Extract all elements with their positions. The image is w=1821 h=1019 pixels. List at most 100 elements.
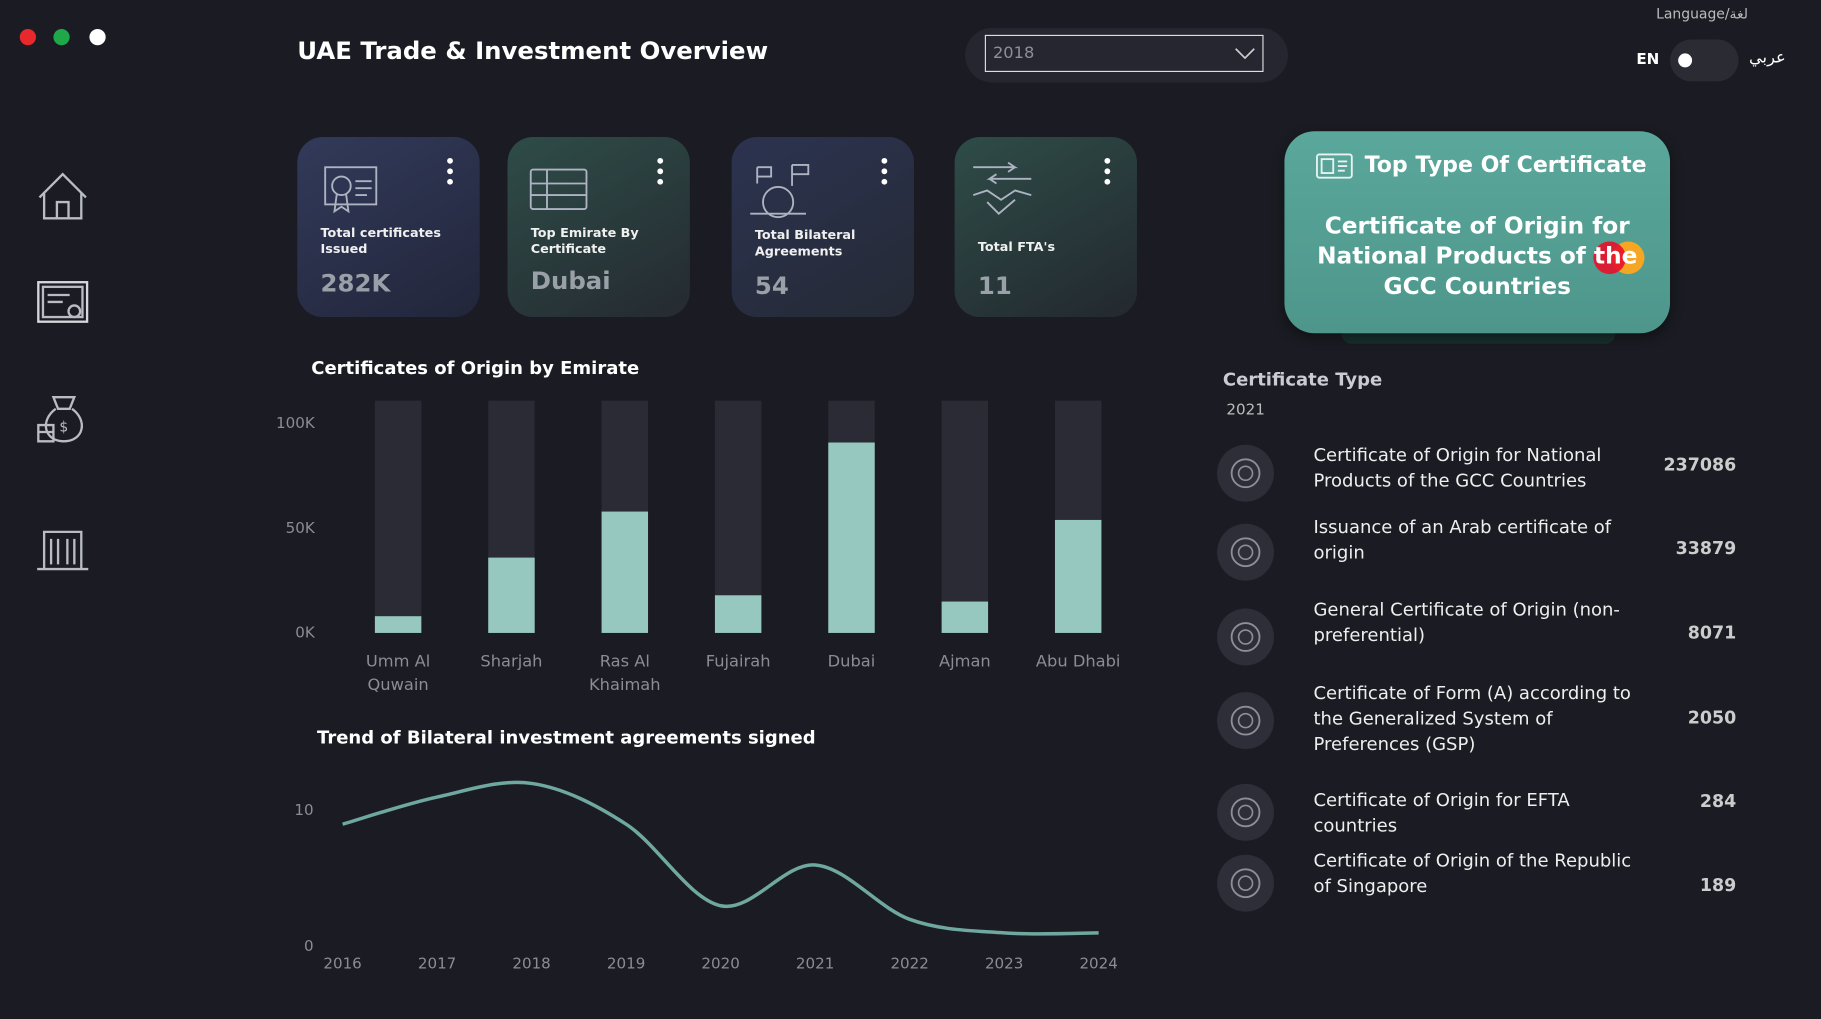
x-tick-label: 2019 bbox=[607, 954, 645, 972]
bar bbox=[828, 442, 875, 633]
max-dot[interactable] bbox=[53, 29, 70, 46]
page-title: UAE Trade & Investment Overview bbox=[297, 37, 769, 66]
x-tick-label: Dubai bbox=[827, 652, 876, 672]
kpi-card[interactable]: Total certificates Issued 282K bbox=[297, 137, 480, 318]
cert-glyph bbox=[1230, 797, 1261, 828]
y-tick-label: 100K bbox=[276, 414, 316, 432]
cert-value: 2050 bbox=[1687, 707, 1737, 729]
bar bbox=[941, 601, 989, 633]
x-tick-label: Umm Al Quwain bbox=[365, 652, 431, 695]
cert-glyph bbox=[1230, 868, 1261, 899]
cert-icon bbox=[1217, 608, 1275, 666]
certificate-icon[interactable] bbox=[37, 281, 89, 323]
cert-icon bbox=[1217, 523, 1275, 581]
year-filter: 2018 bbox=[965, 27, 1288, 83]
kpi-menu[interactable] bbox=[447, 157, 454, 189]
list-title: Certificate Type bbox=[1222, 369, 1383, 391]
y-tick-label: 0 bbox=[304, 937, 314, 955]
kpi-icon bbox=[324, 166, 378, 214]
kpi-label: Total certificates Issued bbox=[320, 225, 441, 257]
cert-icon bbox=[1217, 783, 1275, 841]
cert-icon bbox=[1217, 692, 1275, 750]
x-tick-label: 2022 bbox=[890, 954, 928, 972]
kpi-value: 54 bbox=[754, 271, 789, 300]
year-select[interactable]: 2018 bbox=[984, 34, 1264, 73]
sidebar: $ bbox=[37, 172, 89, 571]
building-icon[interactable] bbox=[37, 530, 89, 571]
highlight-blob bbox=[1593, 241, 1645, 275]
cert-glyph bbox=[1230, 705, 1261, 736]
kpi-label: Total FTA's bbox=[977, 239, 1056, 255]
y-tick-label: 10 bbox=[294, 801, 313, 819]
cert-name: Certificate of Origin for National Produ… bbox=[1313, 444, 1602, 492]
x-tick-label: 2017 bbox=[418, 954, 456, 972]
kpi-icon bbox=[529, 168, 588, 210]
lang-en[interactable]: EN bbox=[1636, 51, 1660, 69]
cert-icon bbox=[1217, 854, 1275, 912]
bar-track bbox=[714, 400, 762, 633]
cert-name: Certificate of Origin for EFTA countries bbox=[1313, 789, 1570, 837]
x-tick-label: 2020 bbox=[701, 954, 739, 972]
svg-text:$: $ bbox=[59, 419, 68, 435]
language-toggle[interactable] bbox=[1670, 39, 1739, 82]
y-tick-label: 0K bbox=[295, 623, 316, 641]
card-icon bbox=[1316, 153, 1353, 179]
x-tick-label: Ras Al Khaimah bbox=[589, 652, 661, 695]
language-label: Language/لغة bbox=[1656, 5, 1749, 23]
chart-title: Certificates of Origin by Emirate bbox=[311, 357, 640, 379]
bar-track bbox=[941, 400, 989, 633]
cert-glyph bbox=[1230, 458, 1261, 489]
kpi-card[interactable]: Total FTA's 11 bbox=[954, 137, 1137, 318]
kpi-card[interactable]: Total Bilateral Agreements 54 bbox=[731, 137, 914, 318]
cert-icon bbox=[1217, 444, 1275, 502]
min-dot[interactable] bbox=[89, 29, 106, 46]
cert-name: Issuance of an Arab certificate of origi… bbox=[1313, 516, 1612, 564]
cert-glyph bbox=[1230, 537, 1261, 568]
kpi-menu[interactable] bbox=[881, 157, 888, 189]
cert-name: General Certificate of Origin (non-prefe… bbox=[1313, 599, 1620, 646]
lang-ar[interactable]: عربي bbox=[1748, 48, 1786, 68]
cert-name: Certificate of Form (A) according to the… bbox=[1313, 682, 1631, 755]
bar bbox=[488, 557, 535, 633]
investment-icon[interactable]: $ bbox=[37, 396, 83, 443]
list-year: 2021 bbox=[1226, 401, 1265, 420]
home-icon[interactable] bbox=[38, 172, 87, 220]
window-controls bbox=[19, 29, 106, 46]
bar bbox=[374, 616, 422, 633]
x-tick-label: 2021 bbox=[796, 954, 834, 972]
dropdown-arrow bbox=[1235, 48, 1255, 60]
toggle-knob bbox=[1678, 53, 1693, 68]
top-type-value: Certificate of Origin for National Produ… bbox=[1317, 211, 1638, 300]
kpi-label: Total Bilateral Agreements bbox=[754, 227, 856, 259]
x-tick-label: 2016 bbox=[323, 954, 361, 972]
x-tick-label: Ajman bbox=[938, 652, 991, 672]
cert-name: Certificate of Origin of the Republic of… bbox=[1313, 850, 1632, 897]
x-tick-label: 2023 bbox=[985, 954, 1023, 972]
x-tick-label: 2018 bbox=[512, 954, 550, 972]
x-tick-label: Sharjah bbox=[480, 652, 543, 672]
kpi-menu[interactable] bbox=[657, 157, 664, 189]
y-tick-label: 50K bbox=[286, 519, 316, 537]
x-tick-label: Fujairah bbox=[705, 652, 771, 672]
kpi-menu[interactable] bbox=[1104, 157, 1111, 189]
kpi-value: 282K bbox=[320, 269, 391, 298]
cert-value: 284 bbox=[1699, 790, 1737, 812]
top-type-card: Top Type Of Certificate Certificate of O… bbox=[1284, 131, 1671, 334]
cert-value: 8071 bbox=[1687, 622, 1737, 644]
top-type-title: Top Type Of Certificate bbox=[1364, 152, 1647, 178]
close-dot[interactable] bbox=[19, 29, 37, 46]
kpi-label: Top Emirate By Certificate bbox=[530, 225, 639, 257]
kpi-icon bbox=[750, 163, 810, 219]
kpi-card[interactable]: Top Emirate By Certificate Dubai bbox=[507, 137, 690, 318]
year-value: 2018 bbox=[992, 44, 1035, 63]
kpi-value: 11 bbox=[977, 271, 1012, 300]
kpi-value: Dubai bbox=[530, 267, 611, 295]
trend-line bbox=[342, 780, 1099, 936]
x-tick-label: 2024 bbox=[1079, 954, 1117, 972]
charts: 0K 50K 100K 0 10 2016 2017 2018 2019 2020 2021 2022… bbox=[276, 400, 1118, 972]
bar bbox=[714, 595, 762, 633]
chart-title: Trend of Bilateral investment agreements… bbox=[317, 727, 816, 748]
cert-glyph bbox=[1230, 622, 1261, 652]
cert-value: 189 bbox=[1699, 874, 1737, 896]
